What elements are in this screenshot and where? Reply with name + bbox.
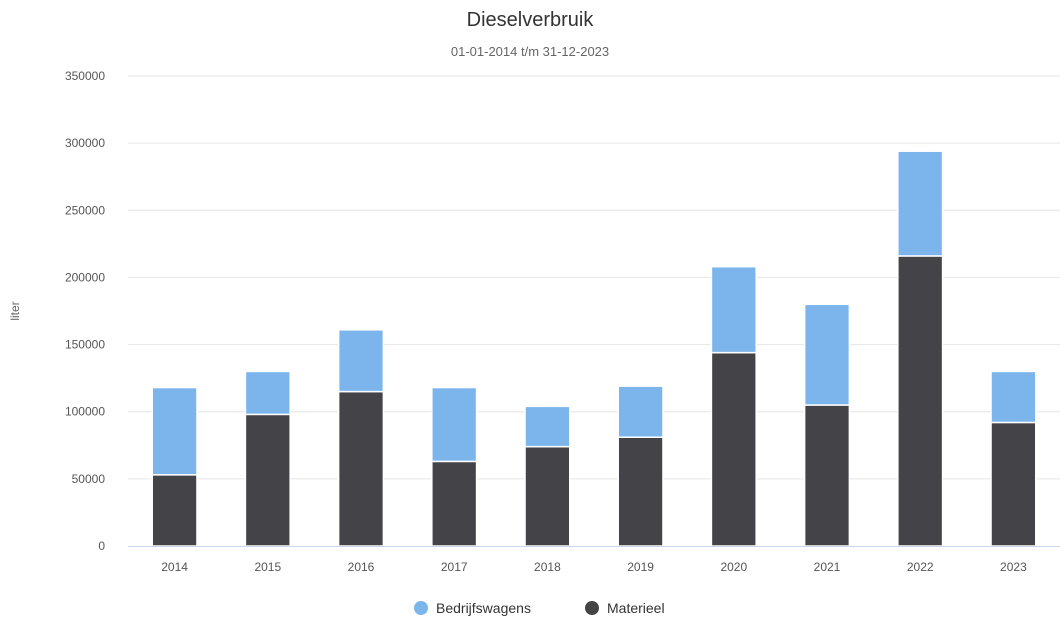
y-tick-label: 250000 bbox=[65, 203, 105, 217]
y-tick-label: 150000 bbox=[65, 338, 105, 352]
bar-bedrijfswagens-2017[interactable] bbox=[431, 386, 478, 463]
bar-materieel-2018[interactable] bbox=[524, 445, 571, 547]
x-tick-label: 2021 bbox=[814, 560, 841, 574]
x-tick-label: 2019 bbox=[627, 560, 654, 574]
legend-item-bedrijfswagens[interactable]: Bedrijfswagens bbox=[414, 600, 531, 616]
bar-bedrijfswagens-2018[interactable] bbox=[524, 405, 571, 448]
bar-materieel-2014[interactable] bbox=[151, 474, 198, 547]
bar-bedrijfswagens-2016[interactable] bbox=[337, 329, 385, 393]
chart-subtitle: 01-01-2014 t/m 31-12-2023 bbox=[451, 44, 609, 59]
bar-materieel-2020[interactable] bbox=[710, 351, 757, 547]
x-tick-label: 2014 bbox=[161, 560, 188, 574]
x-tick-label: 2020 bbox=[720, 560, 747, 574]
bar-bedrijfswagens-2022[interactable] bbox=[897, 150, 944, 257]
y-axis: 0 50000 100000 150000 200000 250000 300000 3500… bbox=[65, 69, 105, 553]
bar-materieel-2023[interactable] bbox=[990, 421, 1037, 547]
bar-series bbox=[151, 150, 1037, 547]
bar-bedrijfswagens-2014[interactable] bbox=[151, 386, 198, 476]
bar-materieel-2015[interactable] bbox=[244, 413, 291, 547]
legend: Bedrijfswagens Materieel bbox=[414, 600, 665, 616]
bar-bedrijfswagens-2015[interactable] bbox=[244, 370, 291, 416]
x-tick-label: 2023 bbox=[1000, 560, 1027, 574]
y-tick-label: 350000 bbox=[65, 69, 105, 83]
y-tick-label: 300000 bbox=[65, 136, 105, 150]
legend-item-materieel[interactable]: Materieel bbox=[585, 600, 665, 616]
y-axis-title: liter bbox=[8, 301, 22, 320]
bar-materieel-2016[interactable] bbox=[337, 390, 385, 547]
x-tick-label: 2017 bbox=[441, 560, 468, 574]
bar-materieel-2017[interactable] bbox=[431, 460, 478, 547]
legend-marker-bedrijfswagens bbox=[414, 601, 428, 615]
bar-materieel-2022[interactable] bbox=[897, 255, 944, 547]
bar-bedrijfswagens-2023[interactable] bbox=[990, 370, 1037, 424]
legend-label-materieel: Materieel bbox=[607, 600, 665, 616]
bar-bedrijfswagens-2020[interactable] bbox=[710, 265, 757, 354]
y-tick-label: 200000 bbox=[65, 270, 105, 284]
bar-materieel-2019[interactable] bbox=[617, 436, 664, 547]
chart-title: Dieselverbruik bbox=[467, 9, 595, 31]
y-tick-label: 50000 bbox=[72, 472, 106, 486]
y-tick-label: 100000 bbox=[65, 405, 105, 419]
x-tick-label: 2016 bbox=[348, 560, 375, 574]
legend-marker-materieel bbox=[585, 601, 599, 615]
bar-bedrijfswagens-2021[interactable] bbox=[803, 303, 851, 406]
x-tick-label: 2015 bbox=[254, 560, 281, 574]
x-tick-label: 2022 bbox=[907, 560, 934, 574]
bar-materieel-2021[interactable] bbox=[803, 404, 851, 547]
x-axis: 2014 2015 2016 2017 2018 2019 2020 2021 2022 2023 bbox=[128, 546, 1060, 574]
y-tick-label: 0 bbox=[98, 539, 105, 553]
bar-bedrijfswagens-2019[interactable] bbox=[617, 385, 664, 438]
legend-label-bedrijfswagens: Bedrijfswagens bbox=[436, 600, 531, 616]
x-tick-label: 2018 bbox=[534, 560, 561, 574]
